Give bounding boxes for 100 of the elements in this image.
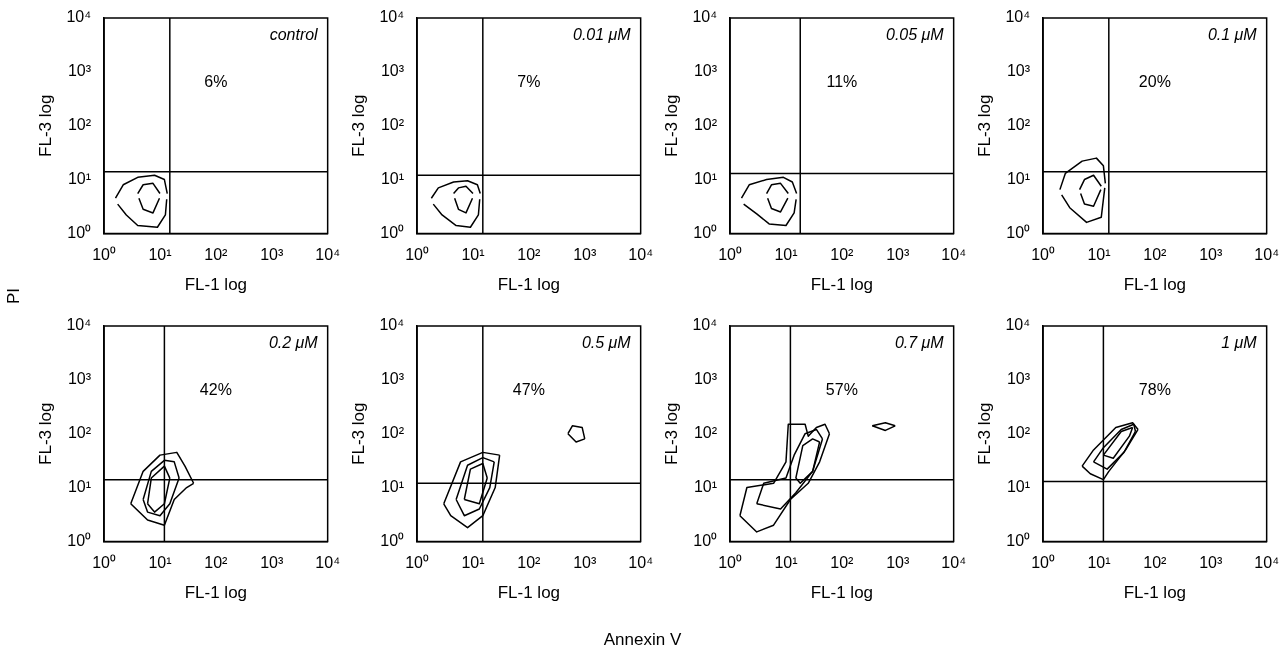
y-tick-label: 10² bbox=[380, 424, 405, 442]
y-tick-label: 10⁴ bbox=[1005, 8, 1031, 26]
x-tick-label: 10² bbox=[1143, 246, 1168, 264]
annotation: 0.7 μM bbox=[894, 334, 945, 352]
y-axis-title: FL-3 log bbox=[348, 402, 368, 465]
y-axis-title: FL-3 log bbox=[35, 94, 55, 157]
x-tick-label: 10⁰ bbox=[1031, 554, 1055, 572]
y-axis-title: FL-3 log bbox=[35, 402, 55, 465]
y-tick-label: 10¹ bbox=[380, 169, 405, 187]
y-tick-label: 10¹ bbox=[693, 169, 718, 187]
y-tick-label: 10⁴ bbox=[692, 8, 718, 26]
y-tick-label: 10³ bbox=[67, 370, 92, 388]
y-tick-label: 10⁴ bbox=[379, 8, 405, 26]
x-tick-label: 10¹ bbox=[461, 554, 485, 572]
x-tick-label: 10⁰ bbox=[405, 246, 429, 264]
x-tick-label: 10³ bbox=[260, 554, 284, 572]
annotation: 0.2 μM bbox=[268, 334, 319, 352]
y-tick-label: 10⁰ bbox=[1006, 223, 1031, 241]
x-tick-label: 10³ bbox=[886, 246, 910, 264]
y-tick-label: 10¹ bbox=[693, 477, 718, 495]
x-tick-label: 10³ bbox=[260, 246, 284, 264]
x-tick-label: 10¹ bbox=[1087, 246, 1111, 264]
annotation: 0.01 μM bbox=[572, 26, 632, 44]
x-tick-label: 10³ bbox=[886, 554, 910, 572]
y-tick-label: 10⁴ bbox=[379, 316, 405, 334]
x-tick-label: 10⁴ bbox=[315, 554, 341, 572]
annotation: 11% bbox=[826, 73, 858, 91]
y-tick-label: 10³ bbox=[380, 370, 405, 388]
x-tick-label: 10² bbox=[204, 554, 229, 572]
y-tick-label: 10⁴ bbox=[692, 316, 718, 334]
y-tick-label: 10³ bbox=[380, 62, 405, 80]
y-tick-label: 10¹ bbox=[380, 477, 405, 495]
annotation: 20% bbox=[1138, 73, 1171, 91]
y-tick-label: 10⁰ bbox=[1006, 531, 1031, 549]
x-tick-label: 10⁴ bbox=[315, 246, 341, 264]
y-tick-label: 10² bbox=[1006, 116, 1031, 134]
x-axis-title: FL-1 log bbox=[810, 583, 874, 603]
y-tick-label: 10¹ bbox=[1006, 169, 1031, 187]
x-tick-label: 10² bbox=[204, 246, 229, 264]
x-tick-label: 10⁴ bbox=[628, 246, 654, 264]
x-tick-label: 10⁰ bbox=[718, 246, 742, 264]
y-tick-label: 10³ bbox=[693, 62, 718, 80]
y-tick-label: 10⁰ bbox=[67, 531, 92, 549]
y-tick-label: 10⁰ bbox=[693, 223, 718, 241]
annotation: 78% bbox=[1138, 381, 1171, 399]
annotation: 57% bbox=[825, 381, 858, 399]
y-tick-label: 10² bbox=[67, 116, 92, 134]
x-tick-label: 10⁴ bbox=[628, 554, 654, 572]
x-tick-label: 10⁰ bbox=[1031, 246, 1055, 264]
x-tick-label: 10³ bbox=[1199, 246, 1223, 264]
x-tick-label: 10² bbox=[830, 246, 855, 264]
x-axis-title: FL-1 log bbox=[1123, 275, 1187, 295]
y-tick-label: 10³ bbox=[1006, 62, 1031, 80]
annotation: 47% bbox=[512, 381, 545, 399]
annotation: 42% bbox=[199, 381, 232, 399]
y-tick-label: 10³ bbox=[67, 62, 92, 80]
x-tick-label: 10⁴ bbox=[941, 246, 967, 264]
y-tick-label: 10² bbox=[1006, 424, 1031, 442]
y-tick-label: 10² bbox=[380, 116, 405, 134]
x-tick-label: 10¹ bbox=[148, 246, 172, 264]
x-tick-label: 10² bbox=[517, 554, 542, 572]
y-tick-label: 10² bbox=[67, 424, 92, 442]
x-tick-label: 10⁴ bbox=[1254, 554, 1280, 572]
x-tick-label: 10³ bbox=[573, 246, 597, 264]
x-tick-label: 10³ bbox=[573, 554, 597, 572]
x-tick-label: 10⁰ bbox=[92, 246, 116, 264]
x-tick-label: 10¹ bbox=[774, 554, 798, 572]
annotation: 0.1 μM bbox=[1207, 26, 1258, 44]
x-tick-label: 10² bbox=[1143, 554, 1168, 572]
x-tick-label: 10¹ bbox=[461, 246, 485, 264]
y-axis-title: FL-3 log bbox=[974, 94, 994, 157]
annotation: control bbox=[269, 26, 319, 44]
x-tick-label: 10⁴ bbox=[941, 554, 967, 572]
x-axis-title: FL-1 log bbox=[184, 275, 248, 295]
y-tick-label: 10⁴ bbox=[66, 316, 92, 334]
y-tick-label: 10⁰ bbox=[380, 223, 405, 241]
x-tick-label: 10² bbox=[517, 246, 542, 264]
annotation: 0.05 μM bbox=[885, 26, 945, 44]
x-tick-label: 10¹ bbox=[774, 246, 798, 264]
y-tick-label: 10³ bbox=[693, 370, 718, 388]
x-tick-label: 10¹ bbox=[148, 554, 172, 572]
x-axis-title: FL-1 log bbox=[810, 275, 874, 295]
y-tick-label: 10³ bbox=[1006, 370, 1031, 388]
y-tick-label: 10¹ bbox=[1006, 477, 1031, 495]
x-tick-label: 10⁰ bbox=[92, 554, 116, 572]
text: Annexin V bbox=[602, 630, 683, 650]
y-tick-label: 10¹ bbox=[67, 169, 92, 187]
annotation: 6% bbox=[204, 73, 228, 91]
x-axis-title: FL-1 log bbox=[184, 583, 248, 603]
y-tick-label: 10⁰ bbox=[693, 531, 718, 549]
text: PI bbox=[4, 287, 25, 305]
y-axis-title: FL-3 log bbox=[661, 402, 681, 465]
annotation: 7% bbox=[517, 73, 541, 91]
annotation: 0.5 μM bbox=[581, 334, 632, 352]
annotation: 1 μM bbox=[1221, 334, 1258, 352]
y-axis-title: FL-3 log bbox=[974, 402, 994, 465]
x-tick-label: 10⁰ bbox=[405, 554, 429, 572]
x-tick-label: 10¹ bbox=[1087, 554, 1111, 572]
y-axis-title: FL-3 log bbox=[348, 94, 368, 157]
x-axis-title: FL-1 log bbox=[497, 583, 561, 603]
